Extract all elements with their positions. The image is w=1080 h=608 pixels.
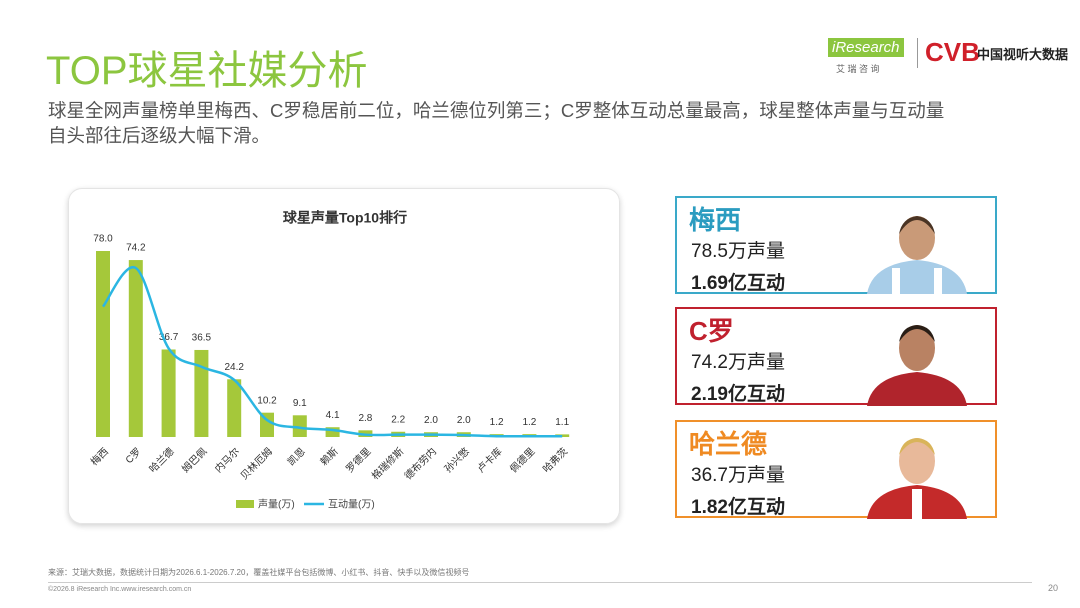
photo bbox=[867, 438, 967, 519]
legend-label: 互动量(万) bbox=[328, 499, 375, 511]
photo bbox=[867, 216, 967, 294]
x-tick-label: 孙兴慜 bbox=[441, 445, 471, 475]
card-volume: 78.5万声量 bbox=[691, 241, 785, 262]
legend-swatch bbox=[236, 500, 254, 508]
chart-panel bbox=[68, 188, 620, 524]
bar bbox=[96, 251, 110, 437]
bar bbox=[292, 415, 307, 437]
bar bbox=[194, 349, 209, 437]
page-number: 20 bbox=[1048, 583, 1059, 593]
value-label: 2.0 bbox=[424, 415, 438, 426]
legend-label: 声量(万) bbox=[258, 498, 295, 511]
x-tick-label: 梅西 bbox=[88, 445, 111, 468]
logo: iResearch bbox=[828, 38, 904, 57]
value-label: 4.1 bbox=[326, 410, 340, 421]
bar bbox=[161, 349, 176, 437]
x-tick-label: 德布劳内 bbox=[402, 445, 439, 482]
x-tick-label: 卢卡库 bbox=[474, 445, 504, 475]
x-tick-label: 哈兰德 bbox=[146, 445, 176, 475]
source: 来源：艾瑞大数据，数据统计日期为2026.6.1-2026.7.20，覆盖社媒平… bbox=[48, 568, 470, 577]
value-label: 2.2 bbox=[391, 414, 405, 425]
logo: CVB bbox=[925, 37, 980, 67]
x-tick-label: 赖斯 bbox=[317, 445, 340, 468]
subtitle: 自头部往后逐级大幅下滑。 bbox=[48, 125, 271, 146]
x-tick-label: 内马尔 bbox=[212, 445, 242, 475]
value-label: 36.7 bbox=[159, 332, 179, 343]
value-label: 36.5 bbox=[192, 333, 212, 344]
value-label: 1.2 bbox=[522, 417, 536, 428]
card-volume: 74.2万声量 bbox=[691, 352, 785, 373]
bar bbox=[128, 260, 143, 437]
card-name: 哈兰德 bbox=[689, 429, 768, 459]
value-label: 74.2 bbox=[126, 243, 146, 254]
value-label: 2.0 bbox=[457, 415, 471, 426]
x-tick-label: 凯恩 bbox=[284, 445, 307, 468]
value-label: 1.2 bbox=[490, 417, 504, 428]
footer-line bbox=[48, 582, 1032, 583]
title: TOP球星社媒分析 bbox=[46, 49, 368, 93]
card: C罗 74.2万声量 2.19亿互动 bbox=[675, 307, 997, 406]
card-name: 梅西 bbox=[689, 205, 742, 235]
logo-text: 中国视听大数据 bbox=[977, 47, 1069, 62]
value-label: 1.1 bbox=[555, 417, 569, 428]
divider bbox=[917, 38, 918, 68]
copyright: ©2026.8 iResearch Inc.www.iresearch.com.… bbox=[48, 586, 192, 593]
card: 梅西 78.5万声量 1.69亿互动 bbox=[675, 196, 997, 294]
value-label: 9.1 bbox=[293, 398, 307, 409]
card-interaction: 1.82亿互动 bbox=[691, 497, 785, 518]
card: 哈兰德 36.7万声量 1.82亿互动 bbox=[675, 420, 997, 519]
card-interaction: 1.69亿互动 bbox=[691, 273, 785, 294]
x-tick-label: 格瑞修斯 bbox=[369, 445, 406, 482]
subtitle: 球星全网声量榜单里梅西、C罗稳居前二位，哈兰德位列第三；C罗整体互动总量最高，球… bbox=[48, 100, 945, 121]
bar bbox=[227, 379, 242, 437]
bar bbox=[325, 427, 340, 437]
x-tick-label: 罗德里 bbox=[343, 445, 373, 475]
photo bbox=[867, 325, 967, 406]
card-interaction: 2.19亿互动 bbox=[691, 384, 785, 405]
chart-title: 球星声量Top10排行 bbox=[283, 210, 407, 226]
value-label: 78.0 bbox=[93, 234, 113, 245]
card-name: C罗 bbox=[689, 316, 734, 346]
x-tick-label: 哈弗茨 bbox=[540, 445, 570, 475]
value-label: 10.2 bbox=[257, 395, 277, 406]
x-tick-label: 姆巴佩 bbox=[179, 445, 209, 475]
bar bbox=[260, 412, 274, 437]
value-label: 24.2 bbox=[224, 362, 244, 373]
logo-sub: 艾 瑞 咨 询 bbox=[836, 64, 880, 74]
line bbox=[101, 266, 563, 438]
value-label: 2.8 bbox=[358, 413, 372, 424]
x-tick-label: 贝林厄姆 bbox=[238, 445, 275, 482]
card-volume: 36.7万声量 bbox=[691, 465, 785, 486]
x-tick-label: 佩德里 bbox=[507, 445, 537, 475]
x-tick-label: C罗 bbox=[123, 446, 144, 467]
